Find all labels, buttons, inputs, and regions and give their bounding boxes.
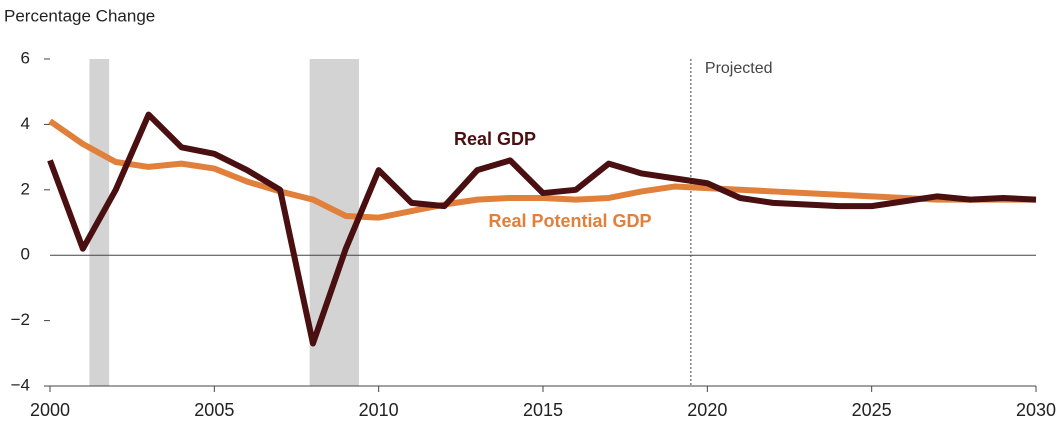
- y-tick-label: 0: [21, 245, 30, 264]
- x-tick-label: 2005: [194, 400, 234, 420]
- x-tick-label: 2010: [359, 400, 399, 420]
- y-tick-label: −2: [11, 310, 30, 329]
- y-tick-label: −4: [11, 375, 30, 394]
- y-axis-label: Percentage Change: [4, 6, 155, 25]
- projection-label: Projected: [705, 60, 773, 77]
- series-line: [47, 111, 1037, 347]
- series-line: [48, 118, 1036, 221]
- x-tick-label: 2030: [1016, 400, 1056, 420]
- y-tick-label: 4: [21, 114, 30, 133]
- y-tick-label: 2: [21, 179, 30, 198]
- x-tick-label: 2015: [523, 400, 563, 420]
- y-tick-label: 6: [21, 48, 30, 67]
- series-label: Real Potential GDP: [488, 211, 651, 231]
- x-tick-label: 2020: [687, 400, 727, 420]
- x-tick-label: 2000: [30, 400, 70, 420]
- series-label: Real GDP: [454, 129, 536, 149]
- x-tick-label: 2025: [852, 400, 892, 420]
